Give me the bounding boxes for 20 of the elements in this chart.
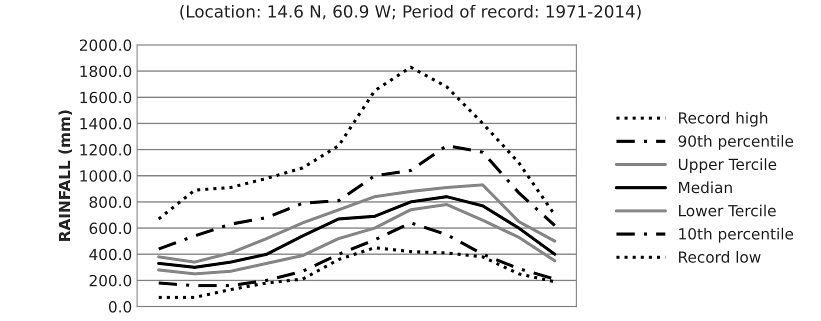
y-tick-label: 600.0 — [90, 222, 132, 234]
y-tick-label: 1800.0 — [80, 66, 132, 78]
y-tick-label: 1600.0 — [80, 92, 132, 104]
legend-label: Median — [679, 181, 732, 194]
legend-label: Record high — [679, 112, 768, 127]
legend-label: 90th percentile — [678, 135, 794, 150]
legend-label: Lower Tercile — [679, 204, 776, 216]
y-tick-label: 1000.0 — [80, 170, 132, 182]
chart-title: (Location: 14.6 N, 60.9 W; Period of record: 1971-2014) — [180, 4, 641, 20]
legend-label: 10th percentile — [679, 228, 794, 243]
y-tick-label: 0.0 — [108, 301, 132, 313]
y-tick-label: 1200.0 — [80, 144, 132, 156]
legend-label: Upper Tercile — [678, 158, 776, 174]
y-axis-title: RAINFALL (mm) — [58, 110, 72, 241]
y-tick-label: 200.0 — [90, 274, 132, 286]
y-tick-label: 800.0 — [90, 196, 132, 208]
y-tick-label: 2000.0 — [80, 39, 132, 51]
y-tick-label: 1400.0 — [80, 118, 132, 130]
legend-label: Record low — [679, 251, 761, 263]
y-tick-label: 400.0 — [89, 248, 132, 260]
